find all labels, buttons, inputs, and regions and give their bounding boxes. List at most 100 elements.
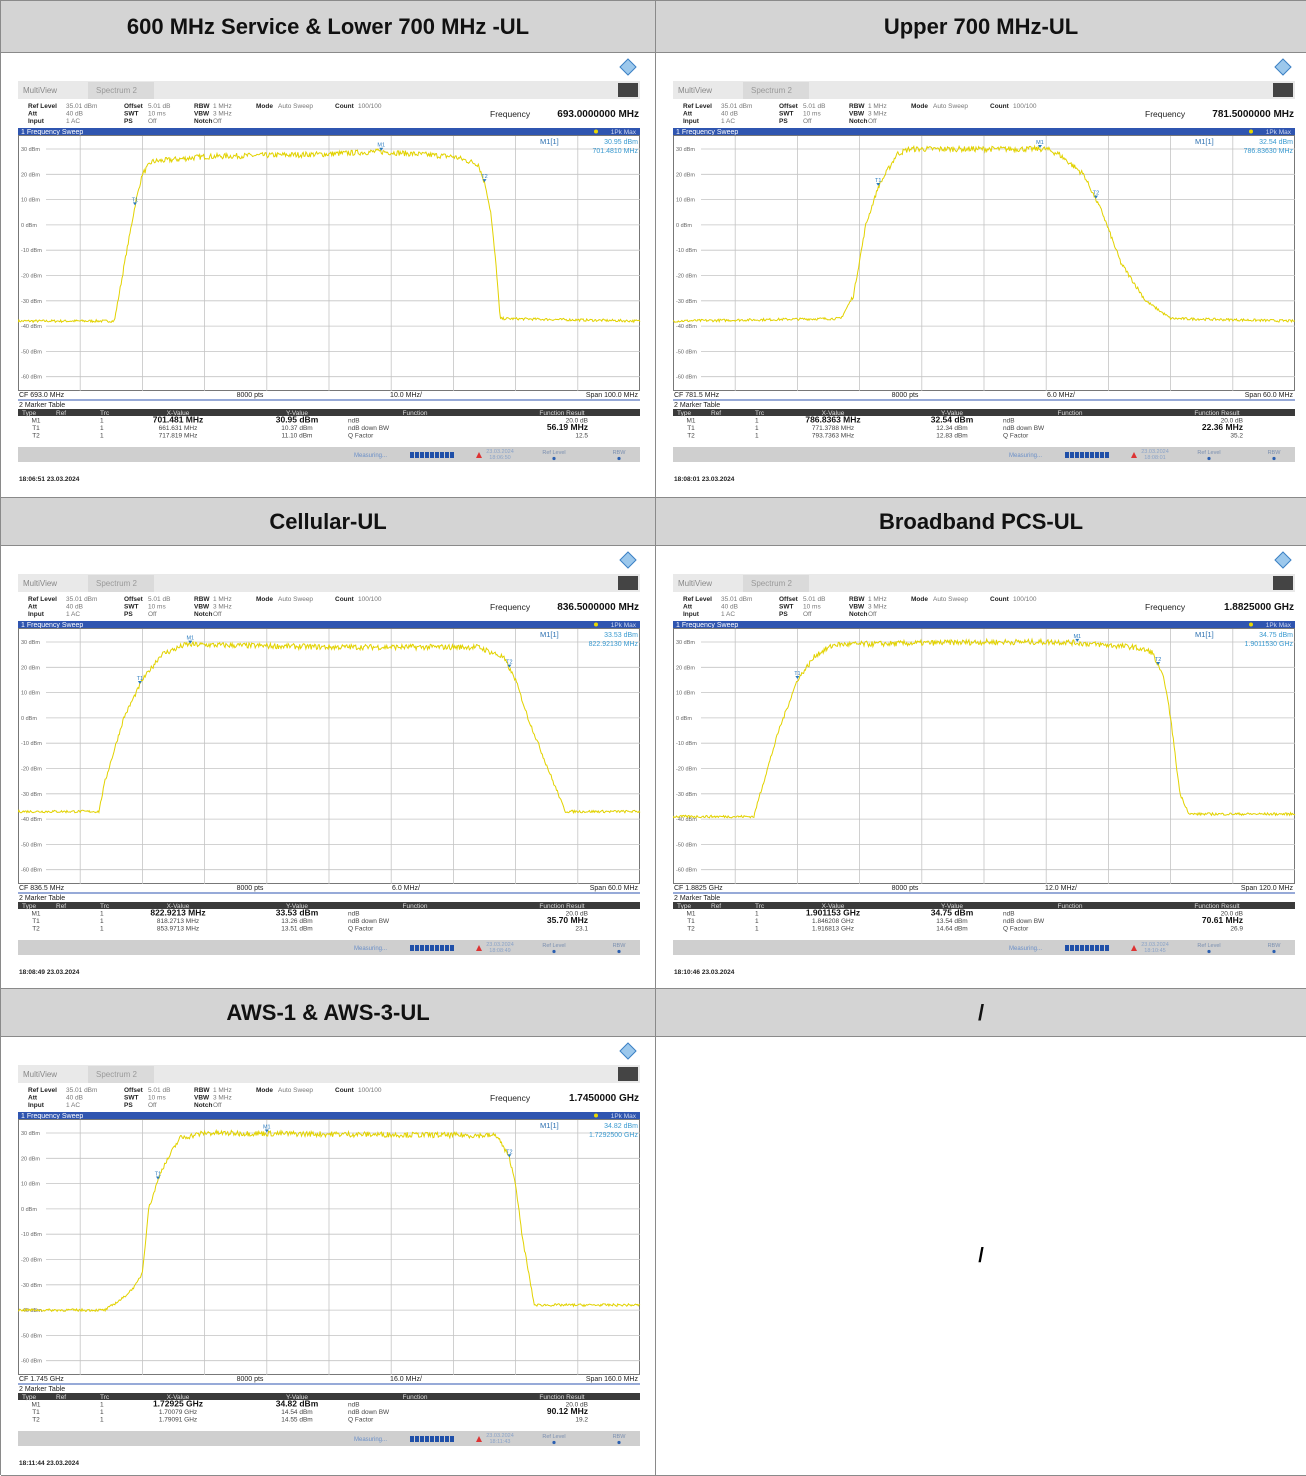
table-cell: T1: [32, 918, 40, 925]
heading: AWS-1 & AWS-3-UL: [1, 989, 656, 1037]
y-label: 10 dBm: [21, 198, 40, 204]
y-label: 20 dBm: [21, 172, 40, 178]
setting-value: Off: [213, 118, 222, 125]
table-cell: 11.10 dBm: [282, 433, 313, 440]
status-measuring: Measuring...: [1009, 453, 1042, 459]
setting-label: Count: [335, 1087, 355, 1094]
setting-value: Auto Sweep: [933, 103, 968, 110]
readout-freq: 1.7292500 GHz: [589, 1132, 639, 1139]
frequency-label: Frequency: [490, 602, 531, 612]
y-label: 20 dBm: [676, 665, 695, 671]
setting-value: 40 dB: [66, 111, 83, 118]
progress: [1090, 452, 1094, 458]
setting-label: Mode: [911, 596, 928, 603]
timestamp: 18:11:44 23.03.2024: [19, 1460, 79, 1467]
center-frequency: CF 693.0 MHz: [19, 392, 65, 399]
table-cell: Q Factor: [348, 926, 374, 933]
column-header: Function Result: [539, 1394, 584, 1401]
setting-label: RBW: [849, 103, 865, 110]
table-cell: ndB: [348, 911, 360, 918]
table-cell: ndB down BW: [348, 425, 390, 432]
menu-button: [1273, 83, 1293, 97]
setting-value: 1 MHz: [213, 103, 232, 110]
y-label: 0 dBm: [676, 716, 692, 722]
progress: [420, 945, 424, 951]
readout-freq: 822.92130 MHz: [589, 641, 639, 648]
column-header: Type: [677, 903, 691, 910]
tab: Spectrum 2: [751, 579, 792, 588]
column-header: Trc: [100, 1394, 110, 1401]
tab: MultiView: [678, 86, 712, 95]
setting-value: 5.01 dB: [803, 596, 825, 603]
y-label: -30 dBm: [21, 1283, 42, 1289]
setting-value: 3 MHz: [868, 604, 887, 611]
setting-label: Ref Level: [683, 596, 712, 603]
table-cell: ndB down BW: [348, 1409, 390, 1416]
table-cell: M1: [31, 418, 40, 425]
setting-label: Att: [28, 111, 38, 118]
table-cell: 32.54 dBm: [931, 415, 974, 425]
trace-label: 1Pk Max: [1266, 622, 1292, 629]
table-cell: 1: [755, 418, 759, 425]
setting-label: PS: [124, 1102, 133, 1109]
table-cell: ndB: [348, 418, 360, 425]
analyzer-screen: MultiViewSpectrum 2Ref Level35.01 dBmOff…: [673, 57, 1297, 489]
column-header: Function Result: [1194, 410, 1239, 417]
y-label: -50 dBm: [21, 1333, 42, 1339]
progress: [440, 1436, 444, 1442]
y-label: -50 dBm: [21, 349, 42, 355]
menu-button: [618, 1067, 638, 1081]
status-dot: [552, 1441, 555, 1444]
setting-label: Offset: [779, 103, 799, 110]
table-cell: Q Factor: [1003, 433, 1029, 440]
setting-value: 35.01 dBm: [66, 596, 97, 603]
column-header: Type: [22, 903, 36, 910]
y-label: 20 dBm: [21, 1156, 40, 1162]
status-time: 18:10:45: [1144, 948, 1165, 954]
setting-label: Att: [683, 111, 693, 118]
sweep-points: 8000 pts: [237, 392, 264, 399]
readout-value: 30.95 dBm: [604, 139, 638, 146]
progress: [435, 1436, 439, 1442]
window-title: 1 Frequency Sweep: [676, 622, 738, 629]
y-label: 10 dBm: [21, 1182, 40, 1188]
progress: [1095, 452, 1099, 458]
readout-freq: 1.9011530 GHz: [1244, 641, 1293, 648]
tab: Spectrum 2: [96, 1070, 137, 1079]
setting-label: Input: [28, 118, 45, 125]
setting-label: SWT: [124, 1095, 138, 1102]
y-label: -20 dBm: [676, 274, 697, 280]
setting-value: Off: [803, 118, 812, 125]
setting-label: PS: [124, 118, 133, 125]
progress: [420, 1436, 424, 1442]
marker-label: T2: [506, 660, 512, 666]
status-ref-level: Ref Level: [1197, 450, 1220, 456]
table-cell: T1: [687, 425, 695, 432]
y-label: -10 dBm: [21, 1232, 42, 1238]
timestamp: 18:08:49 23.03.2024: [19, 969, 80, 976]
status-rbw: RBW: [613, 943, 627, 949]
column-header: Function: [403, 903, 428, 910]
setting-value: Off: [148, 118, 157, 125]
setting-value: 40 dB: [721, 604, 738, 611]
setting-label: Notch: [849, 611, 867, 618]
sweep-points: 8000 pts: [892, 885, 919, 892]
column-header: Function: [403, 1394, 428, 1401]
logo: [620, 59, 636, 75]
table-cell: 822.9213 MHz: [150, 908, 205, 918]
span: Span 160.0 MHz: [586, 1376, 639, 1383]
heading: Broadband PCS-UL: [656, 498, 1306, 546]
setting-value: 5.01 dB: [148, 103, 170, 110]
readout-label: M1[1]: [540, 137, 559, 146]
status-ref-level: Ref Level: [542, 1434, 565, 1440]
progress: [445, 1436, 449, 1442]
y-label: 10 dBm: [676, 691, 695, 697]
progress: [445, 945, 449, 951]
setting-value: 3 MHz: [213, 1095, 232, 1102]
logo: [1275, 552, 1291, 568]
table-cell: M1: [31, 911, 40, 918]
window-bar: [18, 128, 640, 136]
progress: [410, 1436, 414, 1442]
status-dot: [552, 457, 555, 460]
